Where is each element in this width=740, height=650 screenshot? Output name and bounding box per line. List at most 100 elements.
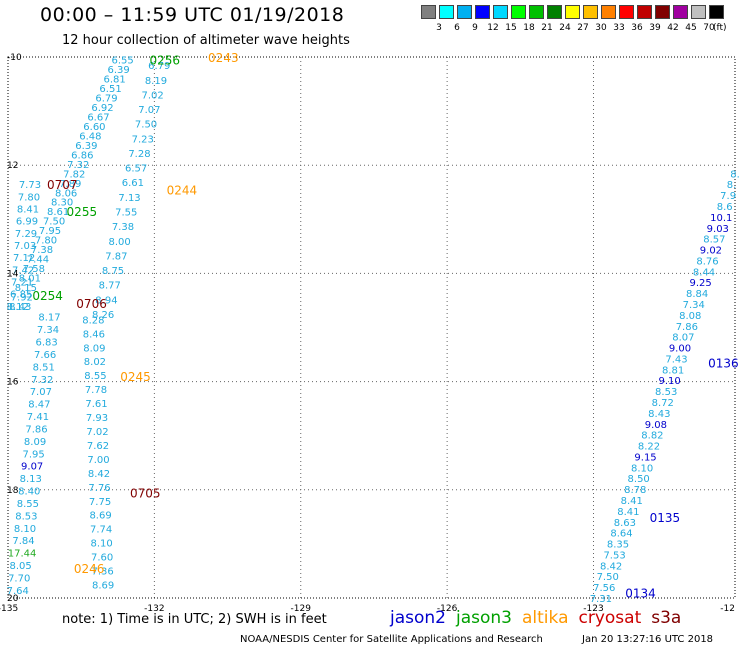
swh-value-label: 9.02 [700, 246, 722, 257]
color-scale-label: 12 [487, 23, 499, 33]
swh-value-label: 9.03 [707, 224, 729, 235]
color-swatch [565, 5, 580, 19]
swh-value-label: 9.07 [21, 462, 43, 473]
pass-time-label: 0136 [708, 357, 739, 371]
footer-credit: NOAA/NESDIS Center for Satellite Applica… [240, 634, 543, 645]
map-grid [7, 56, 736, 599]
pass-time-label: 0705 [130, 487, 161, 501]
swh-value-label: 7.66 [34, 350, 56, 361]
color-swatch [601, 5, 616, 19]
color-scale-unit: (ft) [713, 23, 727, 33]
swh-value-label: 7.28 [128, 149, 150, 160]
swh-value-label: 8.61 [47, 207, 69, 218]
swh-value-label: 9.15 [634, 452, 656, 463]
color-scale-label: 15 [505, 23, 517, 33]
pass-time-label: 0706 [76, 297, 107, 311]
swh-value-label: 8.41 [17, 204, 39, 215]
swh-value-label: 6.39 [107, 65, 129, 76]
swh-value-label: 9.25 [689, 278, 711, 289]
y-tick-label: 14 [7, 269, 19, 279]
swh-value-label: 6.48 [79, 131, 101, 142]
swh-value-label: 8.12 [7, 302, 29, 313]
swh-value-label: 7.93 [86, 413, 108, 424]
swh-value-label: 8.43 [648, 409, 670, 420]
swh-value-label: 6.99 [16, 217, 38, 228]
swh-value-label: 7.02 [142, 90, 164, 101]
color-scale-label: 42 [667, 23, 679, 33]
s3a-track-b: 8.177.34 6.837.668.51 7.327.07 8.477.417.86… [7, 313, 61, 597]
swh-value-label: 6.79 [95, 94, 117, 105]
swh-value-label: 7.00 [87, 455, 109, 466]
swh-value-label: 8.42 [600, 561, 622, 572]
color-scale-label: 24 [559, 23, 571, 33]
swh-value-label: 8.22 [638, 442, 660, 453]
color-scale-label: 36 [631, 23, 643, 33]
color-swatch [529, 5, 544, 19]
swh-value-label: 8.09 [83, 343, 105, 354]
swh-value-label: 7.84 [12, 536, 34, 547]
swh-value-label: 8.69 [89, 511, 111, 522]
swh-value-label: 8.64 [610, 529, 632, 540]
swh-value-label: 7.80 [18, 192, 40, 203]
swh-value-label: 8.55 [84, 371, 106, 382]
swh-value-label: 6.86 [71, 150, 93, 161]
color-scale-label: 6 [454, 23, 460, 33]
swh-value-label: 8.26 [92, 310, 114, 321]
color-swatch [673, 5, 688, 19]
swh-value-label: 8.28 [82, 315, 104, 326]
satellite-legend: jason2 jason3 altika cryosat s3a [390, 608, 691, 628]
color-scale-label: 3 [436, 23, 442, 33]
swh-value-label: 8.41 [621, 496, 643, 507]
swh-value-label: 8.10 [14, 524, 36, 535]
y-tick-label: 16 [7, 378, 19, 388]
swh-value-label: 10.1 [710, 213, 732, 224]
pass-time-label: 0255 [67, 205, 98, 219]
swh-value-label: 7.56 [593, 583, 615, 594]
color-swatch [511, 5, 526, 19]
swh-value-label: 7.86 [25, 424, 47, 435]
swh-value-label: 7.80 [35, 236, 57, 247]
plot-frame [7, 56, 736, 599]
swh-value-label: 7.70 [8, 573, 30, 584]
swh-value-label: 7.61 [85, 399, 107, 410]
swh-value-label: 8.50 [628, 474, 650, 485]
satellite-legend-s3a: s3a [651, 608, 682, 628]
x-tick-label: -129 [291, 604, 312, 614]
color-swatch [655, 5, 670, 19]
swh-value-label: 8.08 [679, 311, 701, 322]
page-subtitle: 12 hour collection of altimeter wave hei… [62, 33, 350, 48]
swh-value-label: 8.51 [33, 362, 55, 373]
swh-value-label: 7.86 [676, 322, 698, 333]
swh-value-label: 7.41 [27, 412, 49, 423]
swh-value-label: 8.40 [18, 487, 40, 498]
swh-value-label: 6.92 [91, 103, 113, 114]
swh-value-label: 6.79 [148, 61, 170, 72]
swh-value-label: 8.05 [10, 561, 32, 572]
swh-value-label: 17.44 [8, 549, 37, 560]
swh-value-label: 8.09 [24, 437, 46, 448]
swh-value-label: 8.76 [696, 256, 718, 267]
color-swatch [439, 5, 454, 19]
swh-value-label: 7.07 [138, 105, 160, 116]
altika-track-b: 8.28 8.46 8.09 8.02 8.55 7.78 7.61 7.93 7.02 7.62… [82, 315, 114, 591]
swh-value-label: 7.92 [11, 292, 33, 303]
swh-value-label: 8.43 [9, 302, 31, 313]
pass-time-label: 0707 [47, 178, 78, 192]
swh-value-label: 7.78 [85, 385, 107, 396]
swh-value-label: 7.42 [12, 265, 34, 276]
swh-value-label: 7.43 [665, 354, 687, 365]
swh-value-label: 8.44 [693, 267, 715, 278]
swh-value-label: 7.60 [91, 553, 113, 564]
x-tick-label: -126 [437, 604, 458, 614]
color-scale-label: 21 [541, 23, 553, 33]
color-scale-label: 9 [472, 23, 478, 33]
swh-value-label: 8.17 [38, 313, 60, 324]
jason2-track: 8.8.7.98.610.19.038.579.028.768.449.258.… [590, 169, 740, 605]
swh-value-label: 7.75 [89, 497, 111, 508]
y-tick-label: 18 [7, 486, 19, 496]
satellite-legend-altika: altika [522, 608, 569, 628]
color-swatch [457, 5, 472, 19]
satellite-legend-jason2: jason2 [390, 608, 446, 628]
swh-value-label: 6.39 [75, 141, 97, 152]
